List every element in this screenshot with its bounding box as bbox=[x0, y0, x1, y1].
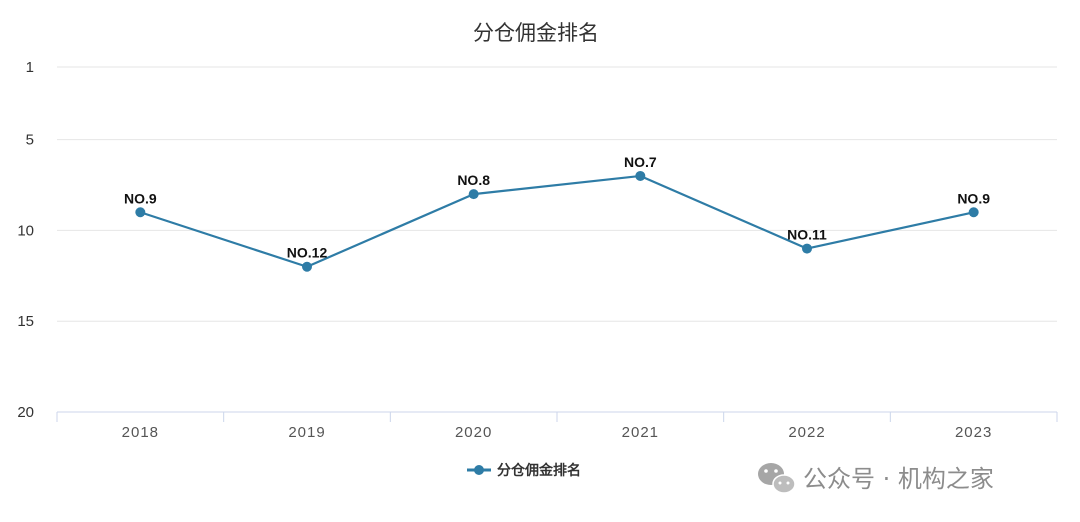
data-point[interactable] bbox=[802, 243, 812, 254]
data-point[interactable] bbox=[635, 170, 646, 181]
legend[interactable]: 分仓佣金排名 bbox=[467, 462, 581, 479]
x-axis: 2018 2019 2020 2021 2022 2023 bbox=[56, 411, 1058, 441]
x-tick-label: 2018 bbox=[122, 424, 159, 441]
watermark-text: 公众号 · 机构之家 bbox=[803, 465, 994, 493]
y-tick-label: 10 bbox=[17, 222, 34, 239]
y-tick-label: 1 bbox=[26, 59, 34, 76]
x-tick-label: 2021 bbox=[622, 424, 659, 441]
data-label: NO.9 bbox=[957, 190, 990, 206]
y-tick-label: 15 bbox=[17, 313, 34, 330]
data-point[interactable] bbox=[968, 207, 979, 218]
legend-label: 分仓佣金排名 bbox=[497, 462, 581, 479]
legend-swatch-marker bbox=[474, 465, 484, 475]
x-tick-label: 2022 bbox=[788, 424, 825, 441]
data-point[interactable] bbox=[135, 207, 146, 218]
wechat-icon bbox=[758, 463, 796, 494]
y-tick-label: 20 bbox=[17, 404, 34, 421]
y-tick-label: 5 bbox=[26, 132, 34, 149]
plot-area: NO.9 NO.12 NO.8 NO.7 NO.11 NO.9 bbox=[124, 154, 990, 272]
gridlines bbox=[57, 66, 1057, 322]
x-tick-label: 2019 bbox=[288, 424, 325, 441]
data-label: NO.8 bbox=[457, 172, 490, 188]
watermark: 公众号 · 机构之家 bbox=[758, 463, 994, 494]
data-label: NO.9 bbox=[124, 190, 157, 206]
chart-title: 分仓佣金排名 bbox=[473, 21, 599, 45]
data-label: NO.7 bbox=[624, 154, 657, 170]
data-label: NO.11 bbox=[787, 227, 827, 243]
data-point[interactable] bbox=[302, 261, 312, 272]
series-line bbox=[139, 174, 974, 268]
data-point[interactable] bbox=[468, 189, 479, 200]
x-tick-label: 2020 bbox=[455, 424, 492, 441]
x-tick-label: 2023 bbox=[955, 424, 992, 441]
data-label: NO.12 bbox=[287, 245, 328, 261]
